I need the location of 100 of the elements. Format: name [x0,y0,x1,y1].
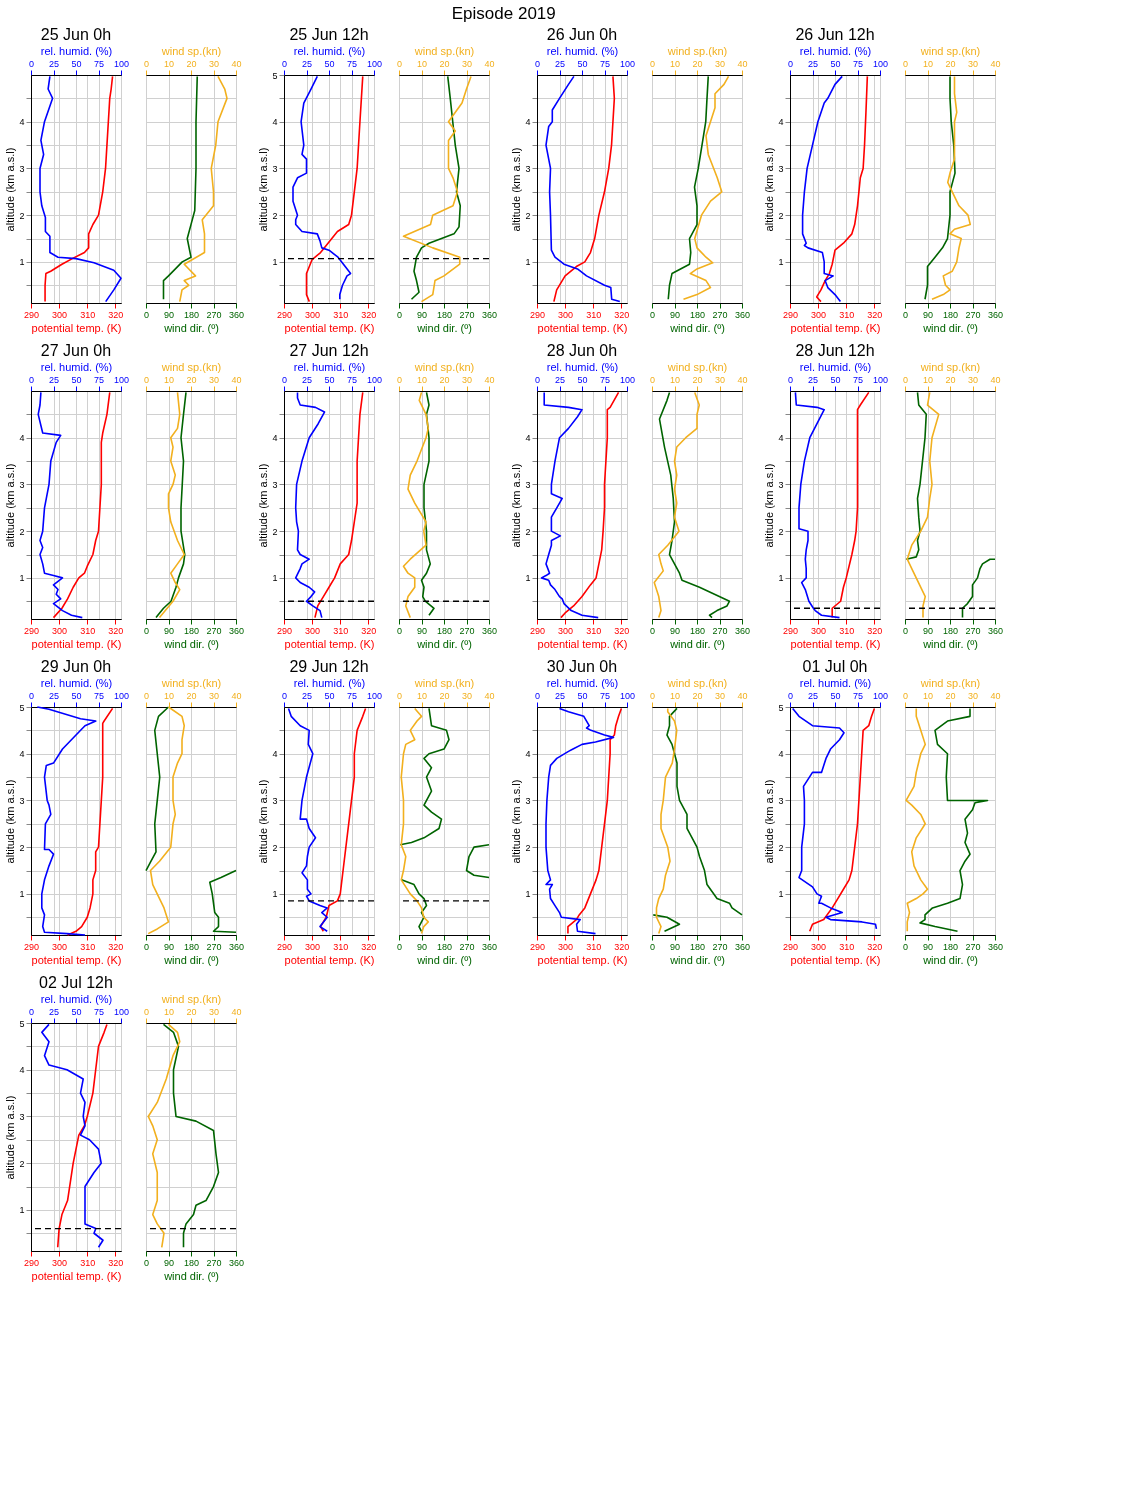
x-axis-title: wind dir. (º) [416,637,472,650]
y-tick-label: 3 [19,163,25,174]
x2-tick-label: 20 [692,690,703,701]
x2-tick-label: 25 [301,58,313,69]
x-tick-label: 0 [396,625,403,636]
x2-tick-label: 30 [208,374,220,385]
x-tick-label: 270 [965,941,981,952]
x2-tick-label: 25 [807,690,819,701]
y-axis-title: altitude (km a.s.l) [4,463,17,548]
x2-tick-label: 100 [619,690,636,701]
x2-tick-label: 0 [396,690,403,701]
x2-axis-title: wind sp.(kn) [413,360,475,373]
x2-axis-title: wind sp.(kn) [919,44,981,57]
x2-tick-label: 10 [416,690,428,701]
x2-axis-title: rel. humid. (%) [40,992,113,1005]
y-tick-label: 3 [19,1111,25,1122]
x2-tick-label: 30 [208,58,220,69]
x2-tick-label: 25 [554,690,566,701]
x2-axis-title: wind sp.(kn) [160,992,222,1005]
y-tick-label: 3 [525,479,531,490]
x-axis-title: wind dir. (º) [669,953,725,966]
x2-tick-label: 10 [669,58,681,69]
x2-tick-label: 50 [577,374,588,385]
x2-tick-label: 40 [231,58,242,69]
x2-tick-label: 20 [186,58,197,69]
x2-tick-label: 40 [990,58,1001,69]
x-tick-label: 300 [811,625,827,636]
x2-tick-label: 0 [28,58,35,69]
y-axis-title: altitude (km a.s.l) [763,779,776,864]
chart-title: 30 Jun 0h [546,658,618,675]
chart-title: 27 Jun 12h [289,342,369,359]
x2-tick-label: 50 [577,58,588,69]
x-tick-label: 90 [163,309,175,320]
x-tick-label: 290 [782,941,799,952]
x-tick-label: 320 [361,625,377,636]
x2-tick-label: 30 [967,58,979,69]
x2-tick-label: 50 [324,58,335,69]
x-tick-label: 300 [558,625,574,636]
x2-tick-label: 75 [346,690,358,701]
y-tick-label: 5 [778,702,784,713]
x-tick-label: 320 [867,941,883,952]
y-tick-label: 3 [778,795,784,806]
y-tick-label: 2 [525,526,531,537]
x2-tick-label: 25 [301,690,313,701]
y-tick-label: 1 [778,573,784,584]
x2-tick-label: 0 [534,58,541,69]
x-tick-label: 180 [689,625,706,636]
x-tick-label: 360 [228,1257,245,1268]
y-axis-title: altitude (km a.s.l) [257,779,270,864]
x2-tick-label: 40 [737,58,748,69]
chart-title: 28 Jun 0h [546,342,618,359]
x-tick-label: 180 [942,309,959,320]
x2-axis-title: rel. humid. (%) [546,676,619,689]
y-axis-title: altitude (km a.s.l) [763,463,776,548]
x2-tick-label: 30 [714,690,726,701]
chart-title: 26 Jun 12h [795,26,875,43]
chart-title: 25 Jun 0h [40,26,112,43]
y-tick-label: 2 [778,842,784,853]
x2-tick-label: 30 [461,690,473,701]
x-tick-label: 90 [416,941,428,952]
x-tick-label: 180 [183,941,200,952]
x-tick-label: 310 [80,1257,96,1268]
x2-tick-label: 10 [669,690,681,701]
y-tick-label: 3 [272,479,278,490]
x-tick-label: 290 [782,625,799,636]
x-tick-label: 300 [52,625,68,636]
x2-tick-label: 75 [93,690,105,701]
y-tick-label: 2 [525,842,531,853]
x-axis-title: wind dir. (º) [922,321,978,334]
x2-axis-title: rel. humid. (%) [799,44,872,57]
x2-tick-label: 25 [807,374,819,385]
x2-tick-label: 30 [208,1006,220,1017]
x-tick-label: 270 [206,1257,222,1268]
x-tick-label: 300 [52,309,68,320]
x-axis-title: wind dir. (º) [163,637,219,650]
x-tick-label: 290 [529,941,546,952]
x-tick-label: 320 [361,309,377,320]
y-tick-label: 5 [272,70,278,81]
x-tick-label: 180 [183,309,200,320]
x-axis-title: potential temp. (K) [537,637,628,650]
x2-axis-title: rel. humid. (%) [546,360,619,373]
x2-tick-label: 0 [787,374,794,385]
x2-tick-label: 10 [922,58,934,69]
x-tick-label: 90 [163,625,175,636]
x2-tick-label: 20 [439,58,450,69]
x2-tick-label: 75 [346,374,358,385]
x-tick-label: 270 [965,309,981,320]
x-tick-label: 90 [416,625,428,636]
x-tick-label: 320 [108,625,124,636]
x-tick-label: 0 [649,941,656,952]
x-tick-label: 90 [669,941,681,952]
x-tick-label: 290 [529,625,546,636]
x2-tick-label: 40 [737,690,748,701]
y-tick-label: 3 [525,795,531,806]
x2-tick-label: 100 [619,58,636,69]
x-tick-label: 180 [689,941,706,952]
x2-tick-label: 30 [461,58,473,69]
x2-axis-title: rel. humid. (%) [40,360,113,373]
x-tick-label: 360 [228,625,245,636]
x2-tick-label: 0 [902,374,909,385]
